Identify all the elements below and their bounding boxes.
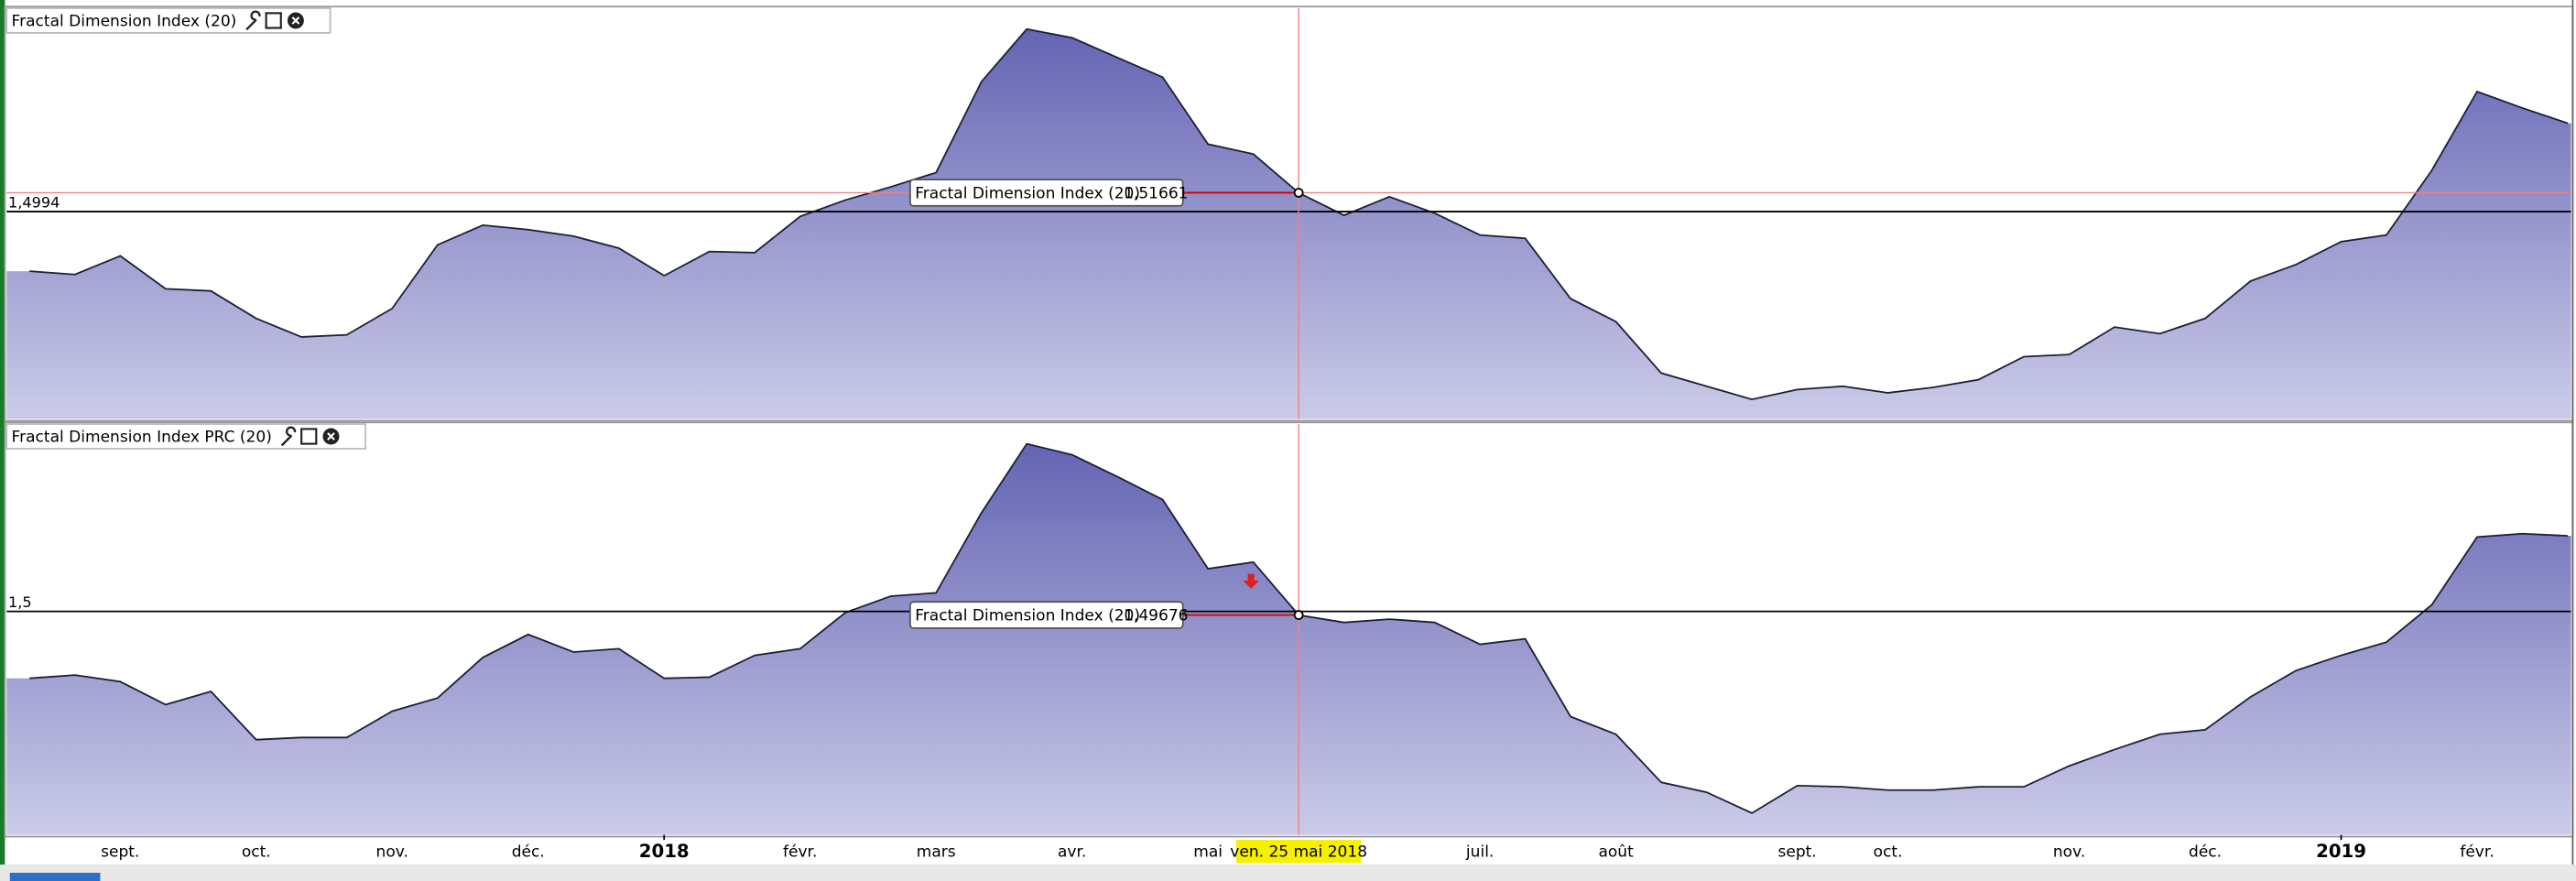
settings-icon [280, 426, 297, 447]
x-tick-label: déc. [2189, 843, 2222, 862]
panel-title: Fractal Dimension Index PRC (20) [12, 428, 272, 446]
title-box [5, 7, 332, 34]
close-x [291, 16, 300, 25]
crosshair-date-box [1235, 840, 1362, 864]
x-tick-label: août [1598, 843, 1634, 862]
level-label: 1,5 [8, 593, 32, 611]
x-tick-label: oct. [242, 843, 271, 862]
tooltip-name: Fractal Dimension Index (20) [915, 184, 1140, 202]
window-icon [265, 12, 282, 29]
x-tick-label: mai [1193, 843, 1223, 862]
crosshair-point [1293, 610, 1304, 620]
x-tick-label: sept. [1777, 843, 1816, 862]
level-label: 1,4994 [8, 194, 60, 212]
panel-title: Fractal Dimension Index (20) [12, 12, 237, 30]
left-edge [0, 0, 5, 881]
x-tick-label: nov. [2053, 843, 2085, 862]
x-tick-label: sept. [101, 843, 139, 862]
tooltip-box [908, 179, 1184, 207]
tooltip-box [908, 601, 1184, 629]
x-tick-label: févr. [2460, 843, 2494, 862]
settings-icon [245, 10, 261, 31]
x-tick-label: oct. [1874, 843, 1903, 862]
window-icon [300, 428, 318, 445]
area [6, 28, 2571, 419]
crosshair-point [1293, 188, 1304, 198]
title-box [5, 423, 367, 450]
plot-layer: 1,4994 Fractal Dimension Index (20) Fracta… [5, 7, 2571, 864]
x-tick-label: déc. [512, 843, 545, 862]
signal-arrow [1243, 573, 1260, 589]
x-tick-label: févr. [783, 843, 817, 862]
x-tick-label: 2019 [2316, 841, 2366, 862]
close-x [327, 432, 335, 440]
area [6, 443, 2571, 835]
tooltip-value: 1,49676 [1124, 606, 1188, 625]
x-tick-label: 2018 [639, 841, 690, 862]
tooltip-name: Fractal Dimension Index (20) [915, 606, 1140, 625]
x-tick-label: juil. [1465, 843, 1494, 862]
tooltip-value: 1,51661 [1124, 184, 1188, 202]
x-tick-label: nov. [376, 843, 408, 862]
tab-button[interactable] [9, 873, 101, 881]
x-tick-label: ven. 25 mai 2018 [1230, 843, 1367, 862]
status-bar [0, 865, 2576, 881]
x-tick-label: avr. [1058, 843, 1086, 862]
x-tick-label: mars [917, 843, 956, 862]
